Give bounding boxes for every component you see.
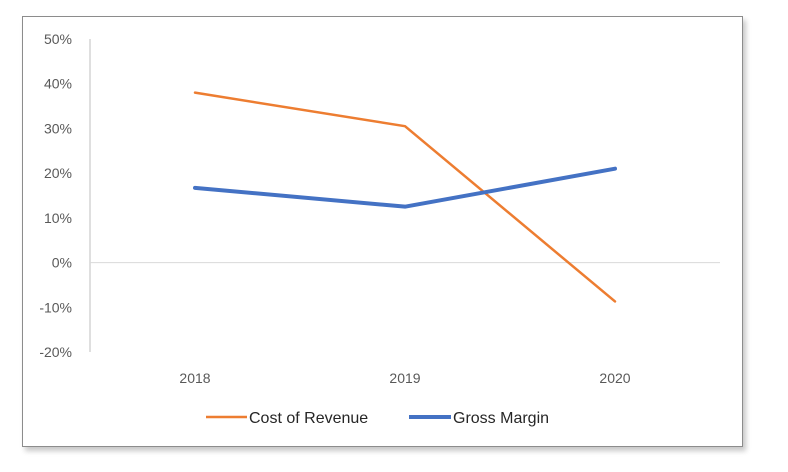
y-tick-label: -20% xyxy=(39,344,72,360)
x-tick-label: 2020 xyxy=(599,370,630,386)
series-lines xyxy=(193,91,617,303)
series-line-gross-margin xyxy=(193,166,617,209)
y-tick-label: 0% xyxy=(52,255,72,271)
series-line-cost-of-revenue xyxy=(193,91,617,303)
y-tick-label: -10% xyxy=(39,299,72,315)
x-axis-ticks: 2018 2019 2020 xyxy=(179,370,630,386)
x-tick-label: 2019 xyxy=(389,370,420,386)
y-tick-label: 30% xyxy=(44,120,72,136)
legend-label: Cost of Revenue xyxy=(249,410,368,427)
y-tick-label: 10% xyxy=(44,210,72,226)
line-chart: 50% 40% 30% 20% 10% 0% -10% -20% 2018 2019 2020 C… xyxy=(39,31,720,427)
y-tick-label: 50% xyxy=(44,31,72,47)
y-tick-label: 20% xyxy=(44,165,72,181)
chart-frame: 50% 40% 30% 20% 10% 0% -10% -20% 2018 2019 2020 C… xyxy=(22,16,743,447)
y-tick-label: 40% xyxy=(44,76,72,92)
legend: Cost of Revenue Gross Margin xyxy=(206,410,549,427)
x-tick-label: 2018 xyxy=(179,370,210,386)
y-axis-ticks: 50% 40% 30% 20% 10% 0% -10% -20% xyxy=(39,31,72,360)
legend-label: Gross Margin xyxy=(453,410,549,427)
